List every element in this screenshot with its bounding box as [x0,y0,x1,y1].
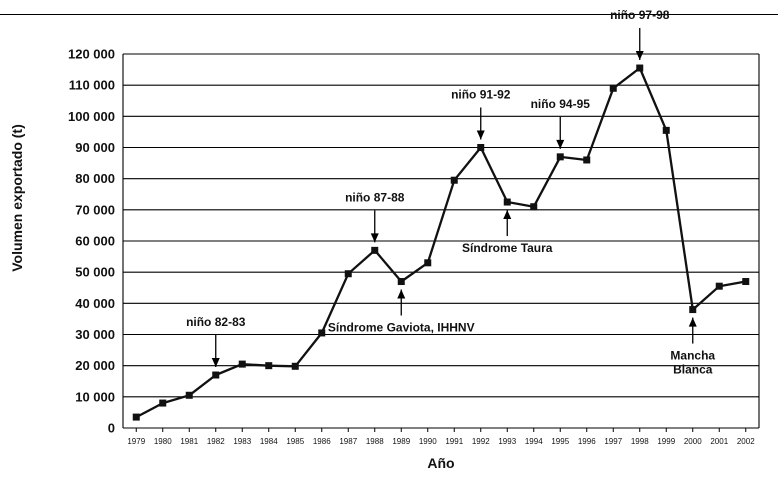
annotation-label: Blanca [673,363,713,377]
data-point [291,362,299,370]
y-tick-label: 0 [108,421,115,436]
y-tick-label: 60 000 [75,234,115,249]
data-point [265,362,273,370]
data-point [609,84,617,92]
x-tick-label: 1995 [551,437,569,446]
x-tick-label: 1989 [392,437,410,446]
data-points [132,64,750,421]
data-point [159,399,167,407]
data-point [742,278,750,286]
annotation-label: Síndrome Gaviota, IHHNV [328,321,475,335]
data-point [636,64,644,72]
annotation-label: Síndrome Taura [462,241,553,255]
x-axis-title: Año [427,455,454,471]
data-point [397,278,405,286]
data-point [503,198,511,206]
x-tick-label: 2000 [684,437,702,446]
y-axis-title: Volumen exportado (t) [9,124,25,272]
y-tick-label: 20 000 [75,358,115,373]
x-tick-label: 1997 [604,437,622,446]
data-point [185,391,193,399]
data-point [662,126,670,134]
data-point [530,203,538,211]
x-tick-label: 1987 [339,437,357,446]
data-point [424,259,432,267]
data-point [556,153,564,161]
x-tick-labels: 1979 1980 1981 1982 1983 1984 1985 1986 1987 1988… [127,428,755,446]
x-tick-label: 1980 [154,437,172,446]
data-point [318,329,326,337]
y-tick-label: 110 000 [69,78,115,93]
annotation-arrow-head [688,317,697,327]
y-tick-label: 80 000 [75,171,115,186]
data-point [477,144,485,151]
annotation-label: niño 91-92 [451,88,511,102]
x-tick-label: 1999 [657,437,675,446]
annotation-label: niño 87-88 [345,190,405,204]
annotation-arrow-head [503,210,512,220]
annotation-label: niño 82-83 [186,315,246,329]
data-point [450,176,458,184]
x-tick-label: 1979 [127,437,145,446]
data-point [344,270,352,278]
y-tick-label: 40 000 [75,296,115,311]
x-tick-label: 1985 [286,437,304,446]
data-point [583,156,591,164]
annotation-arrow-head [476,130,485,140]
x-tick-label: 1992 [472,437,490,446]
annotation-label: niño 94-95 [531,97,591,111]
x-tick-label: 2001 [710,437,728,446]
annotation-arrow-head [635,51,644,61]
x-tick-label: 1981 [180,437,198,446]
annotation-arrow-head [370,233,379,243]
x-tick-label: 1983 [233,437,251,446]
x-tick-label: 2002 [737,437,755,446]
data-point [689,306,697,314]
x-tick-label: 1988 [366,437,384,446]
y-tick-label: 90 000 [75,140,115,155]
y-tick-label: 70 000 [75,202,115,217]
annotation-arrow-head [397,289,406,299]
x-tick-label: 1982 [207,437,225,446]
top-rule [0,14,778,15]
grid-lines [122,53,760,429]
series-line [135,66,747,419]
x-tick-label: 1996 [578,437,596,446]
annotations: niño 82-83 niño 87-88 niño 91-92 niño 94-95… [186,8,715,377]
x-tick-label: 1991 [445,437,463,446]
y-tick-label: 10 000 [75,389,115,404]
y-tick-label: 120 000 [68,47,115,62]
data-point [715,282,723,290]
x-tick-label: 1986 [313,437,331,446]
data-point [238,360,246,368]
y-tick-labels: 0 10 000 20 000 30 000 40 000 50 000 60 000 70 … [68,47,115,436]
annotation-arrow-head [556,139,565,149]
annotation-label: niño 97-98 [610,8,670,22]
x-tick-label: 1984 [260,437,278,446]
y-tick-label: 100 000 [68,109,115,124]
x-tick-label: 1994 [525,437,543,446]
data-point [371,246,379,254]
x-tick-label: 1990 [419,437,437,446]
x-tick-label: 1993 [498,437,516,446]
data-point [132,413,140,421]
series-line-group [135,66,747,419]
y-tick-label: 30 000 [75,327,115,342]
x-tick-label: 1998 [631,437,649,446]
data-point [212,371,220,379]
annotation-arrow-head [211,358,220,368]
y-tick-label: 50 000 [75,265,115,280]
annotation-label: Mancha [670,349,715,363]
